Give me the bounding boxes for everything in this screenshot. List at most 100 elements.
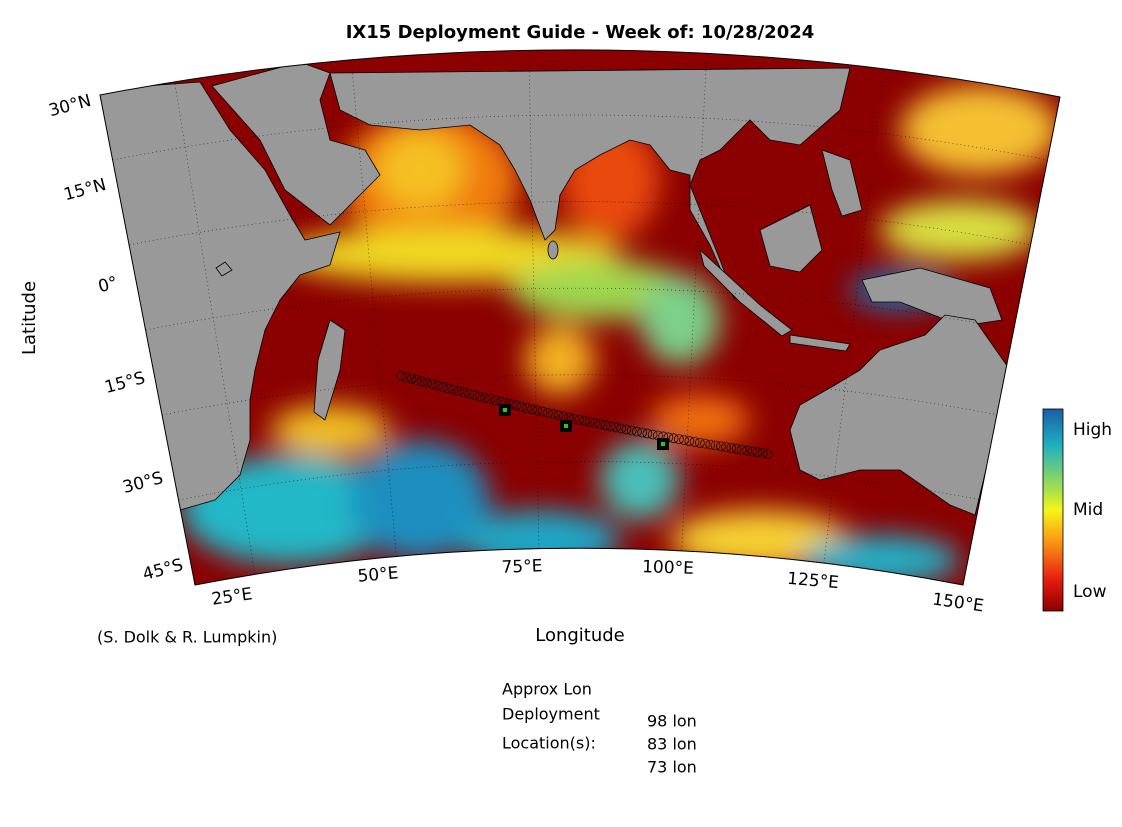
track-point [647, 429, 658, 440]
colorbar [1042, 408, 1064, 612]
deployment-heading: Deployment [502, 705, 600, 724]
deployment-location: 73 lon [647, 758, 697, 777]
deployment-marker-center [661, 442, 665, 446]
title: IX15 Deployment Guide - Week of: 10/28/2… [346, 22, 815, 43]
track-point [574, 415, 585, 425]
colorbar-label: Low [1073, 582, 1107, 602]
map [100, 49, 1060, 586]
deployment-location: 83 lon [647, 735, 697, 754]
track-point [469, 390, 480, 400]
lat-label: 15°N [62, 175, 109, 205]
lat-label: 30°S [121, 468, 166, 498]
track-point [438, 382, 448, 392]
deployment-marker-center [564, 424, 568, 428]
track-point [548, 409, 558, 419]
deployment-heading: Approx Lon [502, 680, 592, 699]
credit: (S. Dolk & R. Lumpkin) [97, 628, 277, 647]
track-point [595, 419, 606, 430]
track-point [474, 391, 485, 402]
lon-label: 150°E [931, 589, 985, 616]
track-point [401, 372, 412, 383]
track-point [527, 404, 537, 415]
track-point [411, 375, 422, 385]
track-point [674, 434, 684, 445]
track-point [600, 420, 611, 431]
track-point [700, 438, 710, 449]
track-point [422, 378, 433, 388]
meridian [681, 53, 708, 551]
track-point [511, 400, 522, 411]
track-point [611, 422, 621, 433]
map-frame [99, 49, 1061, 586]
track-point [464, 388, 475, 399]
track-point [731, 444, 742, 454]
colorbar-label: Mid [1073, 500, 1103, 520]
track-point [453, 386, 464, 396]
field-blobs [180, 85, 1060, 585]
track-point [459, 387, 469, 398]
lat-label: 15°S [103, 368, 148, 398]
track-point [532, 405, 543, 416]
track-point [584, 417, 595, 427]
track-point [763, 449, 773, 459]
track-point [668, 433, 679, 444]
meridian [174, 82, 256, 575]
lon-label: 125°E [786, 569, 839, 593]
track-point [715, 441, 726, 452]
track-point [448, 384, 459, 395]
parallel [145, 287, 1015, 331]
track-point [516, 401, 527, 412]
track-point [485, 394, 495, 404]
track-point [443, 383, 454, 394]
deployment-markers [499, 404, 669, 450]
colorbar-label: High [1073, 420, 1112, 440]
track-point [705, 439, 716, 450]
track-point [590, 418, 600, 429]
track-point [721, 442, 731, 453]
track-point [747, 446, 758, 457]
track-point [490, 395, 501, 406]
deployment-marker-center [503, 408, 507, 412]
y-axis-label: Latitude [19, 281, 40, 355]
meridian [350, 60, 397, 557]
track-point [684, 436, 695, 446]
track-point [689, 437, 700, 447]
track-point [605, 421, 616, 432]
track-point [710, 440, 721, 451]
x-axis-label: Longitude [535, 625, 625, 646]
track-point [726, 443, 737, 453]
track-point [569, 413, 579, 424]
lat-label: 30°N [47, 91, 94, 121]
track-point [417, 376, 427, 387]
lat-label: 0° [96, 273, 120, 297]
track-point [742, 445, 752, 456]
track-point [736, 444, 747, 455]
meridian [823, 68, 885, 563]
track-point [553, 410, 564, 421]
track-point [752, 447, 763, 458]
track-point [621, 424, 632, 435]
track-point [521, 403, 532, 413]
track-point [637, 427, 648, 438]
track-point [537, 406, 548, 417]
track-point [480, 392, 490, 403]
parallel [129, 201, 1031, 246]
deployment-location: 98 lon [647, 712, 697, 731]
track-point [694, 437, 705, 448]
track-point [626, 425, 637, 436]
track-point [579, 416, 590, 426]
track-point [406, 373, 417, 384]
lon-label: 50°E [357, 563, 399, 586]
track-point [757, 448, 768, 459]
track-point [396, 371, 406, 381]
track-point [616, 423, 627, 434]
lon-label: 100°E [642, 557, 694, 579]
lat-label: 45°S [141, 555, 186, 585]
track-point [427, 379, 438, 390]
lon-label: 75°E [501, 556, 543, 577]
parallel [162, 374, 998, 416]
lon-label: 25°E [210, 584, 253, 609]
deployment-heading: Location(s): [502, 734, 596, 753]
lon-labels: 25°E 50°E 75°E 100°E 125°E 150°E [210, 556, 985, 616]
